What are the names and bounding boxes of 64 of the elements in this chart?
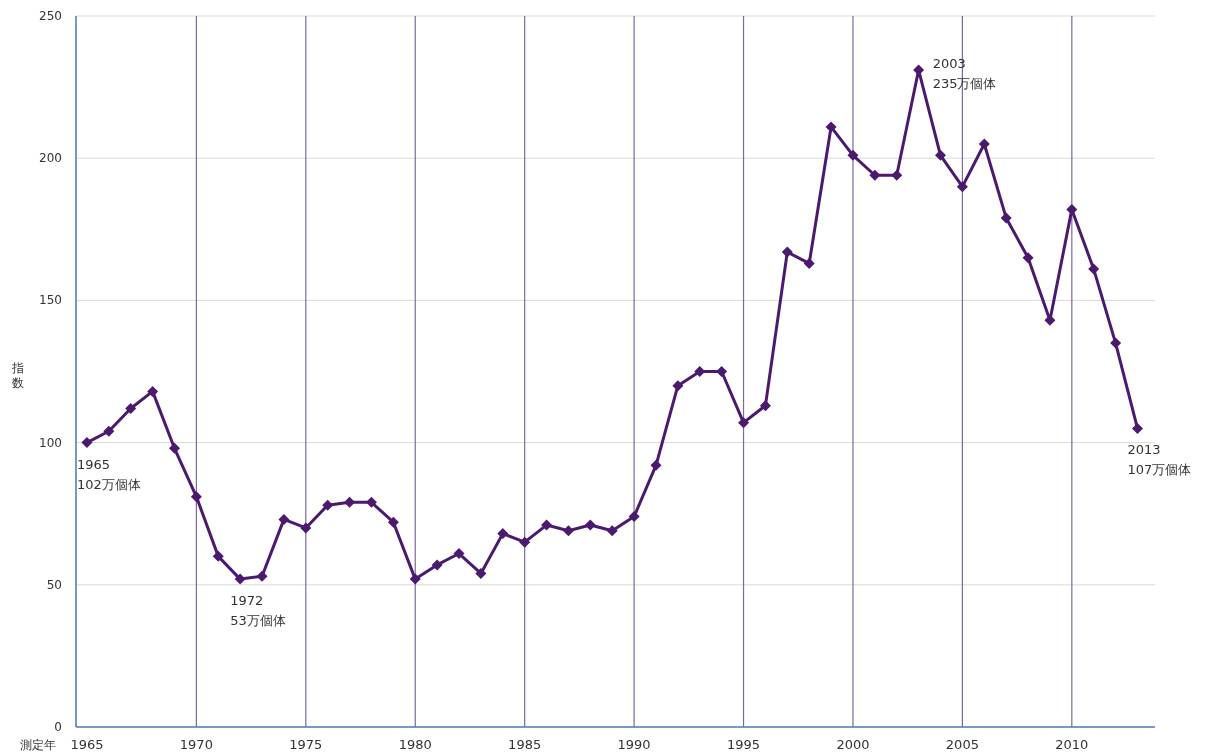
annotation: 1965 102万個体 xyxy=(76,456,141,492)
point xyxy=(387,516,399,528)
point xyxy=(322,499,334,511)
point xyxy=(1110,337,1122,349)
point xyxy=(1000,212,1012,224)
point xyxy=(1131,422,1143,434)
point xyxy=(650,459,662,471)
point xyxy=(781,246,793,258)
x-tick-label: 1990 xyxy=(617,737,651,752)
point xyxy=(81,437,93,449)
point xyxy=(869,169,881,181)
point xyxy=(1088,263,1100,275)
point xyxy=(847,149,859,161)
point xyxy=(453,548,465,560)
y-tick-label: 50 xyxy=(46,577,62,592)
point xyxy=(475,567,487,579)
point xyxy=(956,181,968,193)
point xyxy=(256,570,268,582)
point xyxy=(759,400,771,412)
point xyxy=(584,519,596,531)
annotation: 2013 107万個体 xyxy=(1127,442,1192,478)
point xyxy=(803,257,815,269)
point xyxy=(935,149,947,161)
x-tick-label: 2010 xyxy=(1055,737,1089,752)
point xyxy=(497,528,509,540)
point xyxy=(190,491,202,503)
x-axis-title: 測定年 xyxy=(20,738,56,752)
y-axis-title: 指数 xyxy=(11,360,24,390)
x-tick-label: 1995 xyxy=(726,737,761,752)
point xyxy=(103,425,115,437)
x-tick-label: 2000 xyxy=(836,737,870,752)
point xyxy=(212,550,224,562)
x-tick-label: 1985 xyxy=(508,737,542,752)
y-tick-label: 200 xyxy=(39,151,62,166)
point xyxy=(672,380,684,392)
x-tick-label: 1975 xyxy=(289,737,323,752)
point xyxy=(1022,252,1034,264)
y-tick-label: 150 xyxy=(39,293,62,308)
point xyxy=(234,573,246,585)
point xyxy=(891,169,903,181)
point xyxy=(300,522,312,534)
point xyxy=(716,366,728,377)
point xyxy=(541,519,553,531)
y-tick-label: 100 xyxy=(39,435,62,450)
point xyxy=(431,559,443,571)
point xyxy=(562,525,574,537)
x-tick-label: 2005 xyxy=(945,737,979,752)
point xyxy=(825,121,837,133)
point xyxy=(519,536,531,548)
point xyxy=(628,511,640,523)
point xyxy=(738,417,750,429)
x-tick-label: 1965 xyxy=(70,737,104,752)
annotation: 1972 53万個体 xyxy=(230,593,286,629)
y-tick-label: 250 xyxy=(39,9,62,23)
point xyxy=(278,513,290,525)
x-tick-label: 1980 xyxy=(398,737,432,752)
point xyxy=(606,525,618,537)
point xyxy=(125,402,137,414)
x-tick-label: 1970 xyxy=(179,737,213,752)
point xyxy=(978,138,990,150)
point xyxy=(168,442,180,454)
y-tick-label: 0 xyxy=(54,720,62,734)
point xyxy=(409,573,421,585)
point xyxy=(147,385,159,397)
